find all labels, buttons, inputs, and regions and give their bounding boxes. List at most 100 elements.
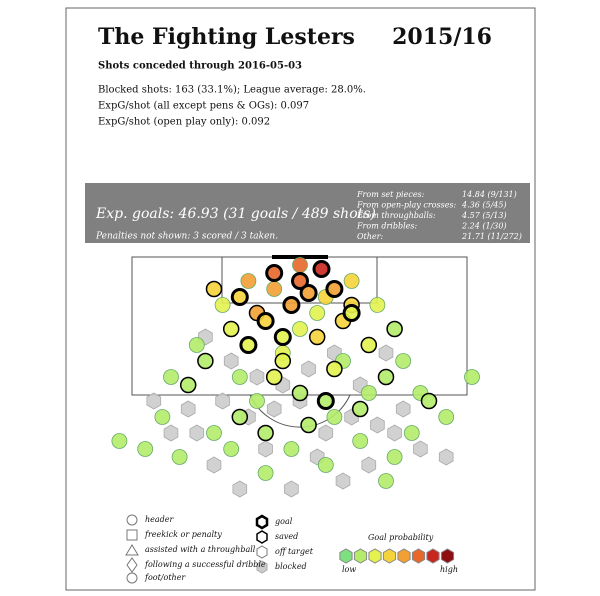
shot bbox=[258, 440, 273, 458]
shot bbox=[163, 369, 179, 385]
shot bbox=[395, 400, 411, 418]
shot bbox=[343, 273, 360, 289]
shot bbox=[291, 272, 309, 290]
shot bbox=[111, 433, 128, 449]
prob-swatch bbox=[382, 548, 397, 564]
shot bbox=[326, 360, 343, 378]
shot bbox=[325, 280, 344, 298]
shot bbox=[231, 369, 248, 385]
shot bbox=[223, 441, 240, 457]
shot bbox=[257, 424, 274, 442]
prob-swatch bbox=[353, 548, 368, 564]
prob-swatch bbox=[397, 548, 411, 564]
shot bbox=[265, 264, 284, 282]
shot bbox=[223, 352, 239, 370]
shot bbox=[171, 449, 188, 465]
shot bbox=[326, 409, 343, 425]
shot bbox=[291, 384, 309, 402]
subtitle: Shots conceded through 2016-05-03 bbox=[98, 61, 302, 72]
banner-title: Exp. goals: 46.93 (31 goals / 489 shots) bbox=[95, 206, 376, 222]
shot bbox=[231, 408, 249, 426]
shot bbox=[292, 321, 308, 337]
shot bbox=[438, 409, 455, 425]
shot bbox=[377, 368, 395, 386]
breakdown-label: From throughballs: bbox=[356, 211, 436, 220]
breakdown-label: From open-play crosses: bbox=[356, 201, 457, 210]
shot bbox=[197, 352, 214, 370]
legend-label: header bbox=[145, 515, 175, 524]
prob-title: Goal probability bbox=[368, 533, 434, 542]
shot bbox=[266, 281, 283, 297]
shot bbox=[206, 425, 222, 441]
prob-low: low bbox=[342, 565, 356, 574]
shot bbox=[266, 400, 282, 418]
shot bbox=[420, 392, 438, 410]
prob-swatch bbox=[339, 548, 353, 564]
stat: ExpG/shot (open play only): 0.092 bbox=[98, 117, 270, 128]
shot bbox=[163, 424, 179, 442]
legend-label: goal bbox=[275, 517, 293, 526]
shot bbox=[249, 368, 265, 386]
shot bbox=[299, 284, 318, 302]
legend-label: saved bbox=[275, 532, 298, 541]
frame bbox=[65, 7, 536, 591]
shot bbox=[206, 456, 222, 474]
legend-label: assisted with a throughball bbox=[145, 545, 256, 554]
shot bbox=[265, 368, 283, 386]
breakdown-value: 4.36 (5/45) bbox=[461, 201, 507, 210]
banner-note: Penalties not shown: 3 scored / 3 taken. bbox=[95, 232, 278, 242]
shot bbox=[300, 416, 317, 434]
shot bbox=[342, 304, 361, 322]
shot bbox=[335, 472, 351, 490]
shot bbox=[413, 440, 428, 458]
shot bbox=[395, 353, 412, 369]
shot bbox=[257, 465, 274, 481]
shot bbox=[386, 449, 403, 465]
shot bbox=[318, 424, 334, 442]
shot bbox=[283, 441, 300, 457]
shot bbox=[370, 416, 385, 434]
shot bbox=[214, 297, 231, 313]
legend-label: off target bbox=[275, 547, 314, 556]
legend-label: following a successful dribble bbox=[144, 560, 266, 569]
season: 2015/16 bbox=[392, 24, 492, 50]
shot bbox=[215, 392, 230, 410]
shot bbox=[188, 337, 205, 353]
breakdown-value: 4.57 (5/13) bbox=[461, 211, 507, 220]
breakdown-label: From set pieces: bbox=[356, 190, 425, 199]
shot bbox=[308, 328, 326, 346]
shot bbox=[137, 441, 154, 457]
legend bbox=[125, 514, 269, 584]
chart-title: The Fighting Lesters bbox=[98, 24, 355, 50]
shot bbox=[369, 297, 386, 313]
shot bbox=[360, 385, 377, 401]
shot bbox=[351, 400, 369, 418]
shot bbox=[154, 409, 171, 425]
shot bbox=[360, 336, 378, 354]
breakdown-value: 14.84 (9/131) bbox=[462, 190, 517, 199]
shot bbox=[292, 257, 308, 273]
shot bbox=[464, 369, 480, 385]
shot bbox=[438, 448, 454, 466]
breakdown-label: From dribbles: bbox=[356, 222, 417, 231]
shot bbox=[274, 352, 292, 370]
breakdown-value: 2.24 (1/30) bbox=[461, 222, 507, 231]
shot bbox=[239, 336, 258, 354]
shot bbox=[189, 424, 205, 442]
shot bbox=[284, 480, 299, 498]
shot bbox=[146, 392, 162, 410]
shot bbox=[282, 296, 301, 314]
shot bbox=[180, 400, 196, 418]
shot bbox=[230, 288, 249, 306]
shot bbox=[222, 320, 240, 338]
shot bbox=[240, 273, 257, 289]
prob-swatch bbox=[440, 548, 455, 564]
shot bbox=[387, 424, 402, 442]
banner bbox=[85, 183, 530, 243]
shot bbox=[232, 480, 248, 498]
legend-label: blocked bbox=[275, 562, 307, 571]
stat: ExpG/shot (all except pens & OGs): 0.097 bbox=[98, 101, 309, 112]
shot bbox=[378, 344, 394, 362]
shot bbox=[205, 280, 223, 298]
